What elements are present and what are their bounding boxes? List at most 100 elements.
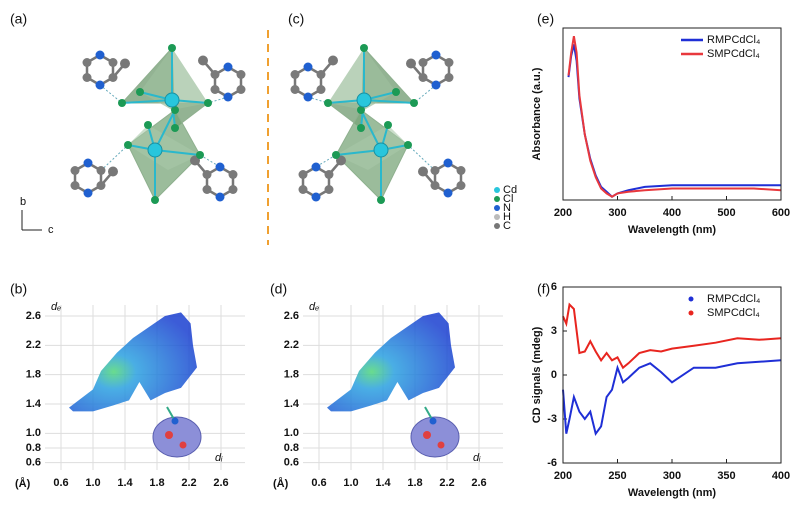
atom-cl xyxy=(124,141,132,149)
x-tick-label: 0.6 xyxy=(53,477,68,489)
atom-c xyxy=(236,85,246,94)
legend-label: H xyxy=(503,211,511,223)
surface-spot xyxy=(179,441,187,449)
series-line xyxy=(567,44,781,198)
plot-frame xyxy=(562,27,782,201)
atom-cl xyxy=(168,44,176,52)
atom-cl xyxy=(360,44,368,52)
panel-label: (e) xyxy=(537,11,554,27)
atom-c xyxy=(406,58,417,69)
surface-spot xyxy=(437,441,445,449)
y-axis-label: dₑ xyxy=(51,301,61,313)
atom-c xyxy=(298,185,308,194)
atom-n xyxy=(223,92,233,102)
atom-cl xyxy=(410,99,418,107)
atom-c xyxy=(202,185,212,194)
atom-c xyxy=(96,181,106,190)
atom-cl xyxy=(196,151,204,159)
x-axis-label: Wavelength (nm) xyxy=(628,487,717,499)
crystal-structure xyxy=(70,44,246,204)
h-bond xyxy=(99,84,123,104)
surface-inset xyxy=(410,416,460,458)
x-tick-label: 2.2 xyxy=(439,477,454,489)
atom-cd xyxy=(373,142,389,158)
atom-c xyxy=(418,58,428,67)
y-tick-label: 2.2 xyxy=(284,339,299,351)
panel-label: (a) xyxy=(10,11,27,27)
inset-atom xyxy=(171,417,179,425)
x-axis-label: dᵢ xyxy=(473,452,481,464)
atom-c xyxy=(456,181,466,190)
atom-cl xyxy=(151,196,159,204)
octahedron xyxy=(336,125,408,170)
atom-c xyxy=(298,170,308,179)
atom-c xyxy=(108,58,118,67)
fingerprint-cloud xyxy=(327,312,455,412)
y-tick-label: 1.0 xyxy=(284,427,299,439)
atom-c xyxy=(327,55,338,66)
panel-label: (f) xyxy=(537,281,550,297)
atom-c xyxy=(210,70,220,79)
panel-label: (b) xyxy=(10,281,27,297)
atom-n xyxy=(443,158,453,168)
bond xyxy=(154,149,201,156)
y-tick-label: 1.8 xyxy=(284,369,299,381)
atom-c xyxy=(70,181,80,190)
bond xyxy=(121,99,173,104)
axis-letter: b xyxy=(20,196,26,208)
legend-label: SMPCdCl₄ xyxy=(707,48,760,60)
surface-spot xyxy=(165,431,173,439)
y-axis-label: CD signals (mdeg) xyxy=(531,326,543,423)
atom-c xyxy=(82,73,92,82)
legend-label: SMPCdCl₄ xyxy=(707,307,760,319)
atom-c xyxy=(316,70,326,79)
series-line xyxy=(562,359,782,437)
x-tick-label: 300 xyxy=(663,470,681,482)
atom-n xyxy=(215,162,225,172)
atom-c xyxy=(228,185,238,194)
legend-label: RMPCdCl₄ xyxy=(707,293,761,305)
atom-c xyxy=(119,58,130,69)
legend-label: Cd xyxy=(503,184,517,196)
x-unit-label: (Å) xyxy=(15,477,31,490)
atom-cl xyxy=(171,106,179,114)
legend-marker xyxy=(688,310,694,316)
legend-label: C xyxy=(503,220,511,232)
atom-cd xyxy=(147,142,163,158)
atom-c xyxy=(210,85,220,94)
series-line xyxy=(562,302,782,370)
x-tick-label: 400 xyxy=(772,470,790,482)
y-tick-label: 3 xyxy=(551,325,557,337)
x-tick-label: 1.4 xyxy=(375,477,391,489)
atom-c xyxy=(430,181,440,190)
atom-n xyxy=(303,92,313,102)
surface-spot xyxy=(423,431,431,439)
atom-n xyxy=(95,80,105,90)
octahedron xyxy=(128,125,200,170)
atom-c xyxy=(444,73,454,82)
y-tick-label: 2.6 xyxy=(26,310,41,322)
atom-c xyxy=(290,85,300,94)
x-tick-label: 600 xyxy=(772,207,790,219)
atom-c xyxy=(198,55,209,66)
atom-cl xyxy=(136,88,144,96)
panel-label: (d) xyxy=(270,281,287,297)
octahedron xyxy=(328,48,396,110)
y-tick-label: 0.8 xyxy=(284,442,299,454)
atom-cl xyxy=(357,106,365,114)
atom-c xyxy=(202,170,212,179)
h-bond xyxy=(413,84,437,104)
x-tick-label: 250 xyxy=(608,470,626,482)
inset-atom xyxy=(429,417,437,425)
atom-c xyxy=(430,166,440,175)
y-tick-label: 0.6 xyxy=(26,457,41,469)
x-axis-label: Wavelength (nm) xyxy=(628,224,717,236)
y-tick-label: 0 xyxy=(551,369,557,381)
x-unit-label: (Å) xyxy=(273,477,289,490)
atom-c xyxy=(418,166,429,177)
legend-atom xyxy=(494,223,500,229)
legend-label: Cl xyxy=(503,193,513,205)
y-tick-label: 6 xyxy=(551,281,557,293)
bond xyxy=(335,149,382,156)
atom-cl xyxy=(392,88,400,96)
